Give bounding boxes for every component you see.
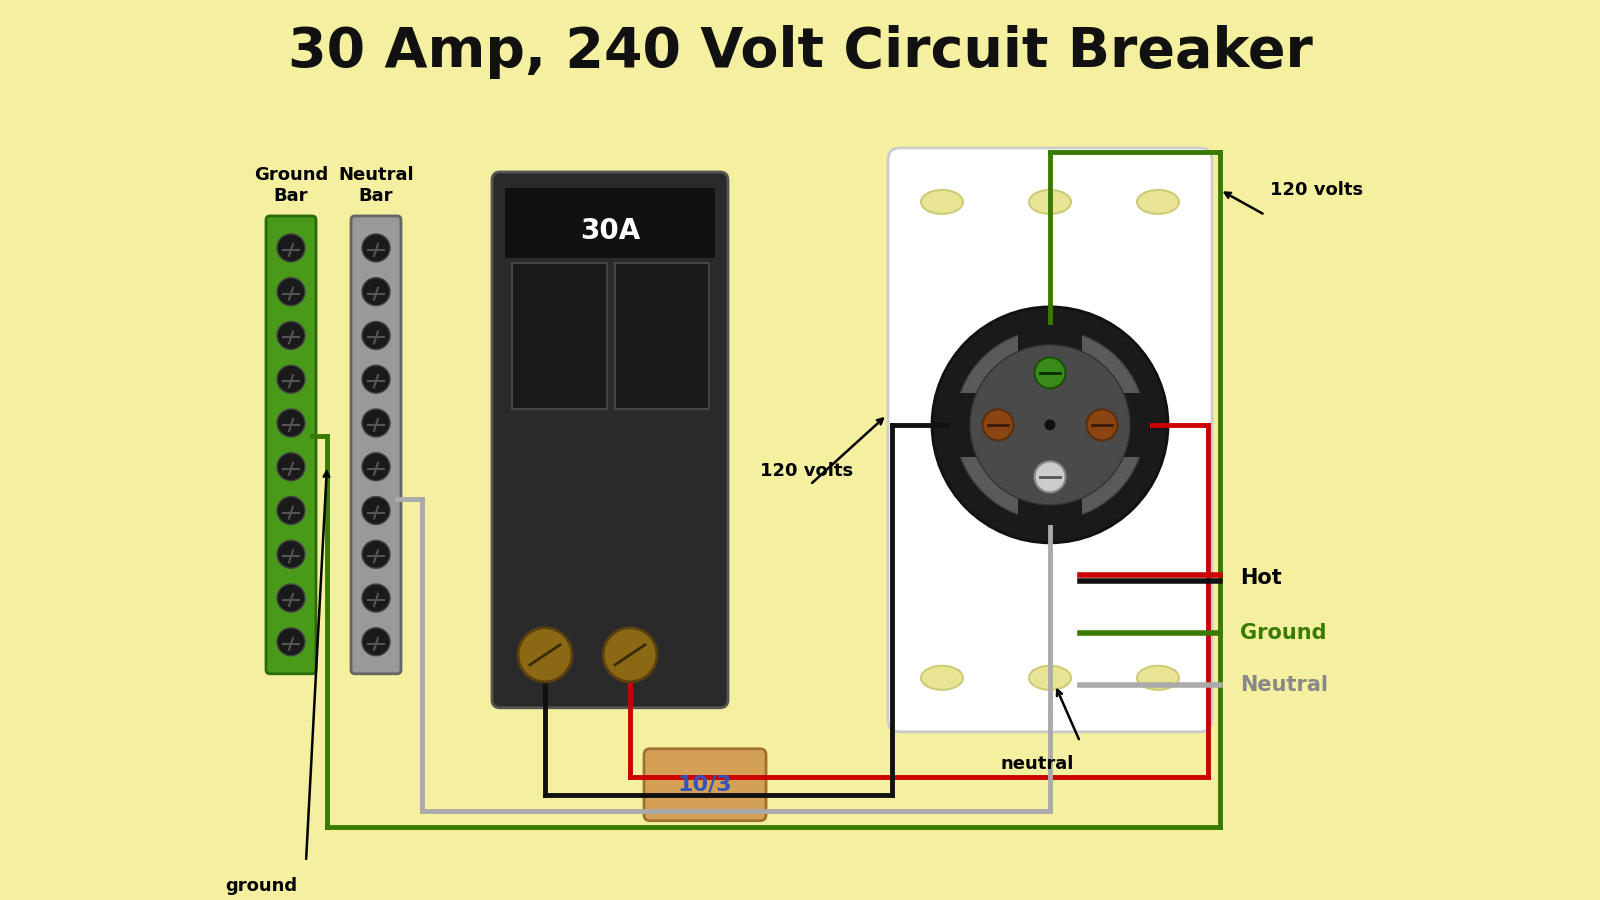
Text: Ground
Bar: Ground Bar: [254, 166, 328, 205]
Circle shape: [1045, 419, 1056, 430]
Ellipse shape: [922, 190, 963, 214]
Circle shape: [362, 584, 390, 612]
Circle shape: [1035, 462, 1066, 492]
Circle shape: [362, 628, 390, 656]
Text: 30 Amp, 240 Volt Circuit Breaker: 30 Amp, 240 Volt Circuit Breaker: [288, 25, 1312, 79]
Ellipse shape: [1138, 666, 1179, 689]
Text: 30A: 30A: [579, 217, 640, 245]
Bar: [950, 393, 1150, 457]
Ellipse shape: [1029, 666, 1070, 689]
Circle shape: [362, 321, 390, 349]
Text: Neutral: Neutral: [1240, 675, 1328, 695]
Text: neutral: neutral: [1000, 755, 1074, 773]
Bar: [1018, 325, 1082, 525]
Circle shape: [277, 497, 306, 525]
Text: Ground: Ground: [1240, 623, 1326, 643]
Circle shape: [955, 330, 1146, 520]
FancyBboxPatch shape: [350, 216, 402, 674]
Circle shape: [277, 628, 306, 656]
Ellipse shape: [922, 666, 963, 689]
Text: Neutral
Bar: Neutral Bar: [338, 166, 414, 205]
FancyBboxPatch shape: [643, 749, 766, 821]
Ellipse shape: [1138, 190, 1179, 214]
Text: Hot: Hot: [1240, 568, 1282, 588]
Bar: [506, 188, 715, 203]
Circle shape: [277, 540, 306, 568]
Circle shape: [277, 584, 306, 612]
Circle shape: [603, 628, 658, 682]
FancyBboxPatch shape: [493, 172, 728, 707]
Circle shape: [982, 410, 1013, 440]
FancyBboxPatch shape: [888, 148, 1213, 732]
Text: 120 volts: 120 volts: [1270, 181, 1363, 199]
Circle shape: [362, 409, 390, 437]
Bar: [506, 203, 715, 258]
Circle shape: [277, 453, 306, 481]
Circle shape: [931, 307, 1168, 543]
Circle shape: [277, 278, 306, 306]
Bar: [614, 263, 709, 409]
Circle shape: [362, 497, 390, 525]
Circle shape: [277, 321, 306, 349]
Circle shape: [518, 628, 573, 682]
Circle shape: [362, 453, 390, 481]
Text: 120 volts: 120 volts: [760, 462, 853, 480]
Text: 10/3: 10/3: [678, 775, 733, 795]
Circle shape: [362, 365, 390, 393]
Circle shape: [970, 345, 1130, 505]
Circle shape: [362, 540, 390, 568]
Text: ground: ground: [226, 877, 298, 895]
Circle shape: [277, 234, 306, 262]
Circle shape: [277, 409, 306, 437]
FancyBboxPatch shape: [266, 216, 317, 674]
Ellipse shape: [1029, 190, 1070, 214]
Bar: [512, 263, 606, 409]
Circle shape: [1086, 410, 1117, 440]
Circle shape: [1035, 357, 1066, 389]
Circle shape: [362, 278, 390, 306]
Circle shape: [277, 365, 306, 393]
Circle shape: [362, 234, 390, 262]
